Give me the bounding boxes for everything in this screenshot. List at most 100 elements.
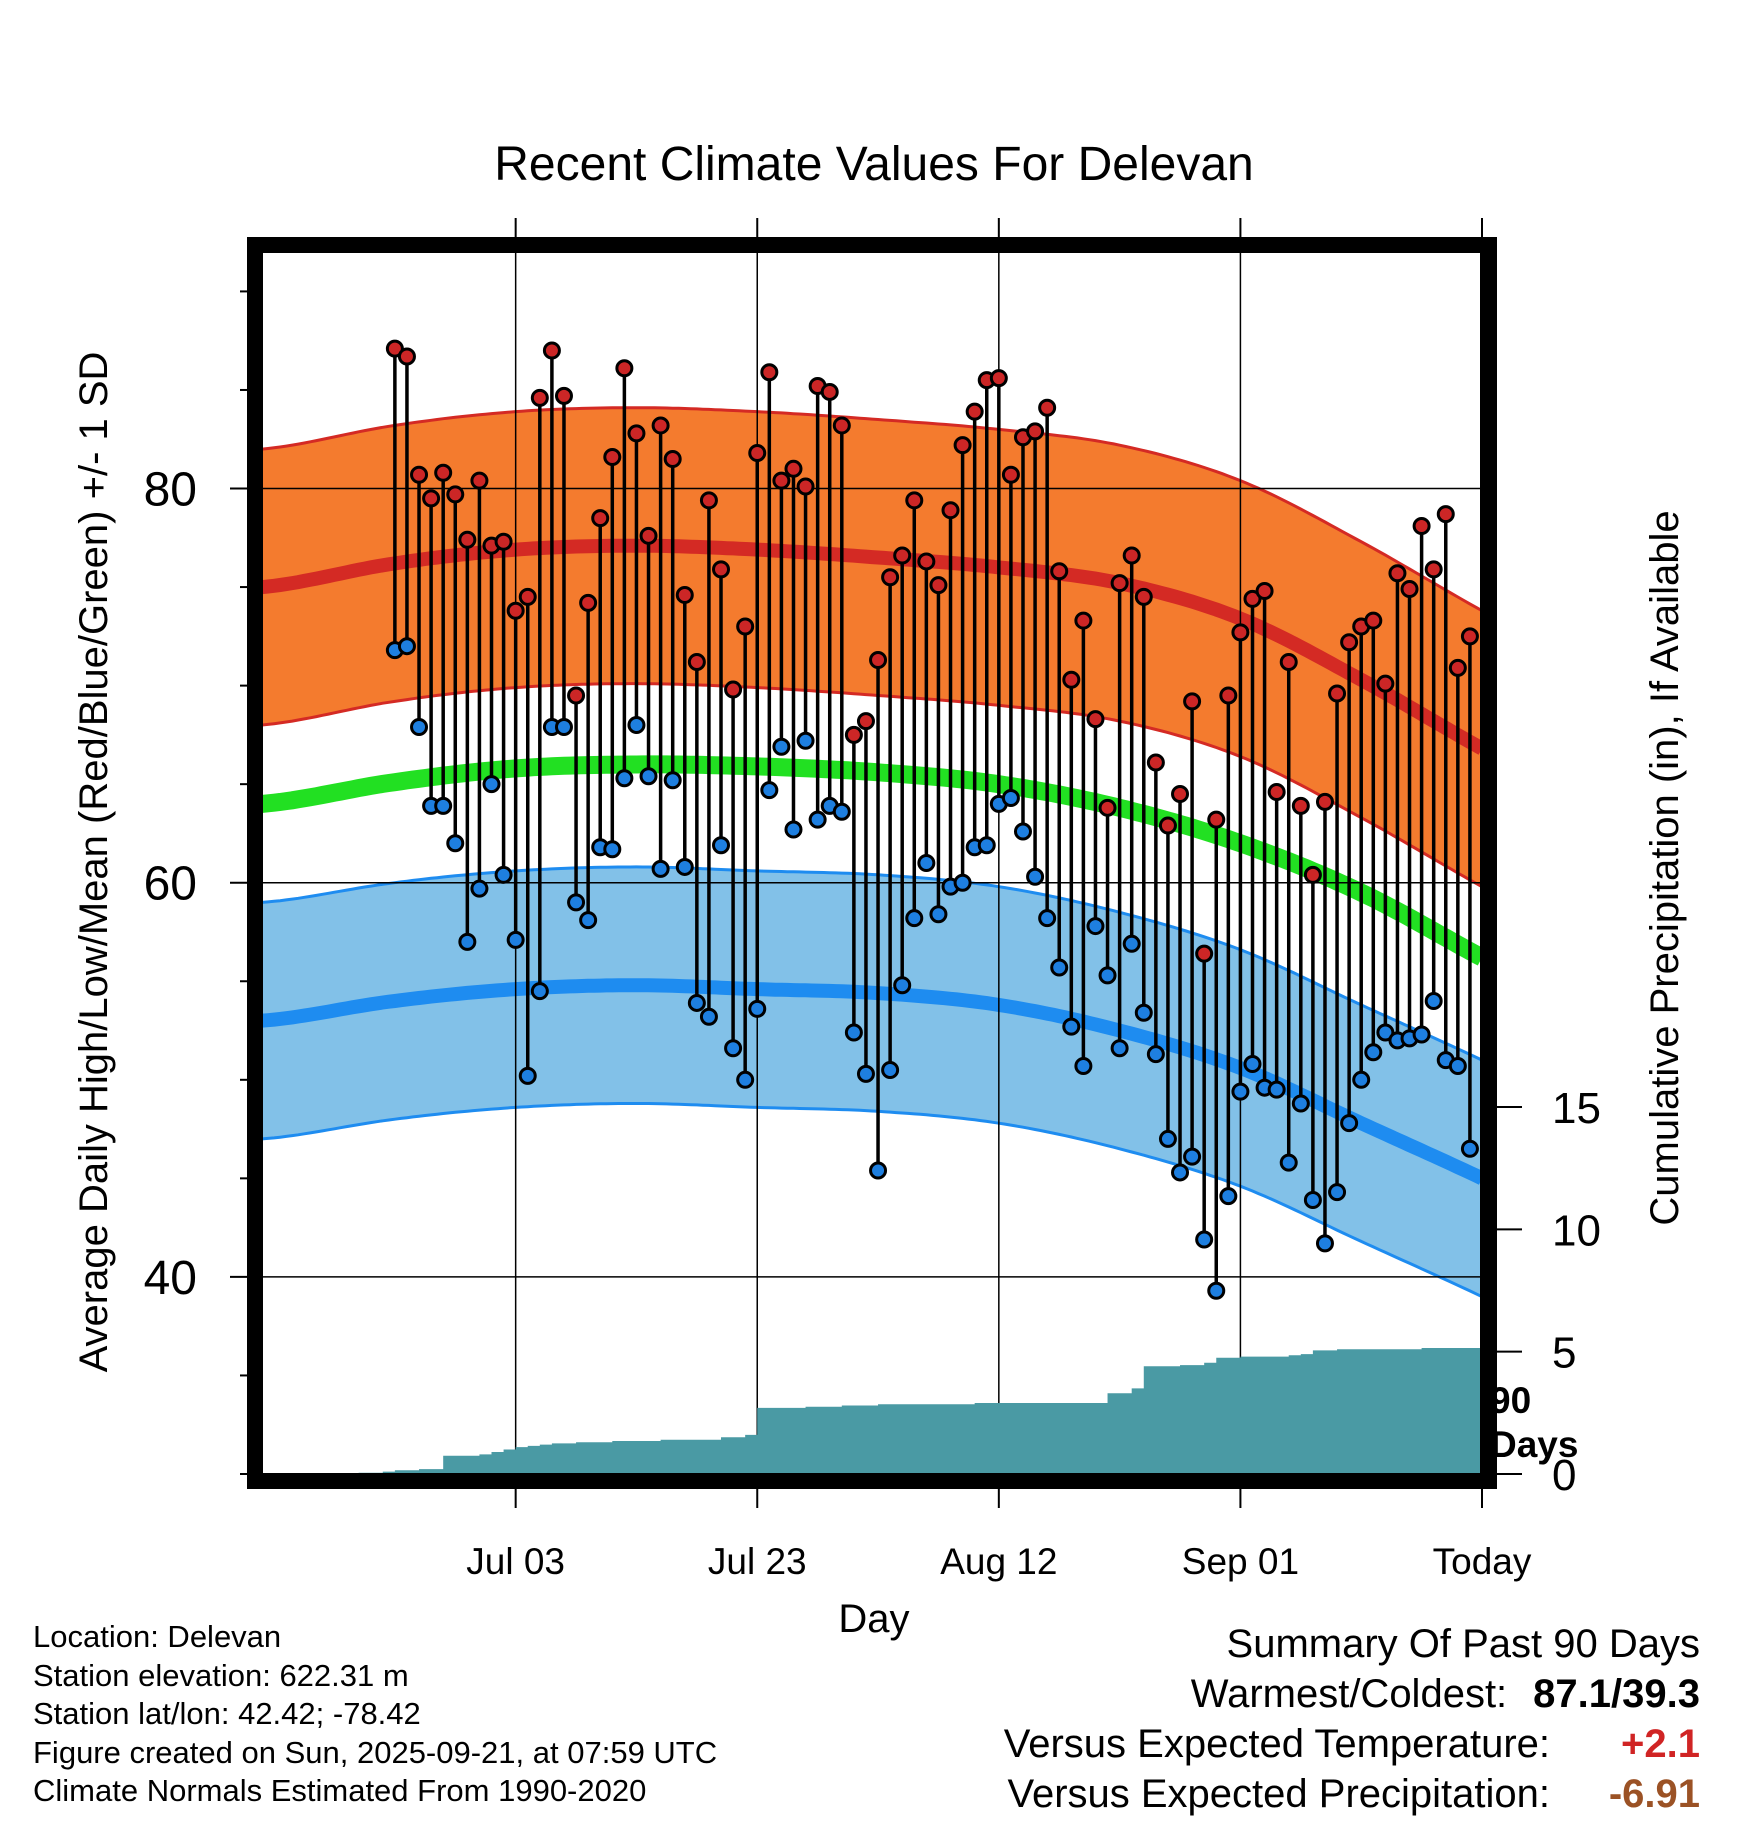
low-point-day-80 — [1352, 1070, 1371, 1089]
low-point-day-41 — [881, 1060, 900, 1079]
high-point-day-19 — [615, 359, 634, 378]
low-point-day-74 — [1279, 1153, 1298, 1172]
summary-panel: Summary Of Past 90 Days Warmest/Coldest:… — [1004, 1619, 1700, 1819]
y-axis-label: Average Daily High/Low/Mean (Red/Blue/Gr… — [72, 352, 116, 1373]
low-point-day-88 — [1448, 1057, 1467, 1076]
normal-bands — [262, 406, 1482, 1298]
high-point-day-0 — [385, 339, 404, 358]
temperature-anomaly-row: Versus Expected Temperature: +2.1 — [1004, 1719, 1700, 1769]
high-point-day-65 — [1171, 785, 1190, 804]
low-point-day-89 — [1460, 1139, 1479, 1158]
high-point-day-6 — [458, 530, 477, 549]
high-point-day-36 — [820, 382, 839, 401]
high-point-day-62 — [1134, 587, 1153, 606]
high-point-day-50 — [989, 369, 1008, 388]
low-point-day-4 — [434, 796, 453, 815]
high-point-day-87 — [1436, 505, 1455, 524]
low-point-day-11 — [518, 1066, 537, 1085]
low-point-day-19 — [615, 769, 634, 788]
low-point-day-18 — [603, 840, 622, 859]
high-point-day-21 — [639, 526, 658, 545]
low-point-day-35 — [808, 810, 827, 829]
station-info: Location: Delevan Station elevation: 622… — [33, 1618, 717, 1811]
low-point-day-9 — [494, 865, 513, 884]
high-point-day-3 — [422, 489, 441, 508]
low-point-day-78 — [1328, 1183, 1347, 1202]
daily-range-bars — [393, 348, 1472, 1291]
elevation-text: Station elevation: 622.31 m — [33, 1657, 409, 1693]
low-point-day-49 — [977, 836, 996, 855]
high-point-day-2 — [410, 465, 429, 484]
high-point-day-17 — [591, 509, 610, 528]
high-point-day-55 — [1050, 562, 1069, 581]
low-point-day-65 — [1171, 1163, 1190, 1182]
low-point-day-33 — [784, 820, 803, 839]
low-point-day-70 — [1231, 1082, 1250, 1101]
precipitation-anomaly-label: Versus Expected Precipitation: — [1007, 1772, 1550, 1816]
high-point-day-32 — [772, 471, 791, 490]
low-point-day-16 — [579, 911, 598, 930]
high-point-day-9 — [494, 532, 513, 551]
high-point-day-14 — [554, 386, 573, 405]
high-point-day-10 — [506, 601, 525, 620]
high-point-day-24 — [675, 585, 694, 604]
precipitation-area — [262, 1348, 1482, 1474]
high-point-day-72 — [1255, 582, 1274, 601]
high-point-day-43 — [905, 491, 924, 510]
low-point-day-57 — [1074, 1057, 1093, 1076]
low-point-day-51 — [1001, 788, 1020, 807]
low-band-lower-edge — [262, 1102, 1482, 1298]
low-point-day-6 — [458, 932, 477, 951]
high-point-day-86 — [1424, 560, 1443, 579]
high-point-day-60 — [1110, 574, 1129, 593]
y2-axis-label: Cumulative Precipitation (in), If Availa… — [1643, 510, 1687, 1225]
high-point-day-58 — [1086, 710, 1105, 729]
precipitation-anomaly-value: -6.91 — [1608, 1772, 1700, 1816]
high-point-day-81 — [1364, 611, 1383, 630]
low-point-day-58 — [1086, 917, 1105, 936]
high-point-day-1 — [397, 347, 416, 366]
low-point-day-54 — [1038, 909, 1057, 928]
high-point-day-74 — [1279, 652, 1298, 671]
high-point-day-77 — [1315, 792, 1334, 811]
high-point-day-23 — [663, 449, 682, 468]
high-point-day-26 — [699, 491, 718, 510]
axes: Jul 03 Jul 23 Aug 12 Sep 01 Today 40 60 80 0 5 10 1… — [144, 218, 1601, 1582]
low-band-upper-edge — [262, 865, 1482, 1062]
low-point-day-61 — [1122, 934, 1141, 953]
low-point-day-12 — [530, 982, 549, 1001]
high-point-day-39 — [856, 712, 875, 731]
high-point-day-29 — [736, 617, 755, 636]
high-point-day-75 — [1291, 796, 1310, 815]
temperature-anomaly-value: +2.1 — [1621, 1722, 1700, 1766]
low-point-day-81 — [1364, 1043, 1383, 1062]
high-point-day-53 — [1026, 422, 1045, 441]
y2-tick-label: 10 — [1552, 1206, 1601, 1255]
low-point-day-38 — [844, 1023, 863, 1042]
low-point-day-79 — [1340, 1114, 1359, 1133]
y2-tick-label: 15 — [1552, 1084, 1601, 1133]
chart-title: Recent Climate Values For Delevan — [494, 138, 1253, 191]
low-point-day-22 — [651, 859, 670, 878]
low-point-day-40 — [869, 1161, 888, 1180]
low-point-day-59 — [1098, 966, 1117, 985]
high-point-day-15 — [567, 686, 586, 705]
plot-border — [247, 237, 1497, 1489]
x-tick-label: Jul 03 — [466, 1541, 565, 1582]
low-point-day-26 — [699, 1007, 718, 1026]
low-point-day-55 — [1050, 958, 1069, 977]
warmest-coldest-value: 87.1/39.3 — [1533, 1672, 1700, 1716]
low-point-day-86 — [1424, 991, 1443, 1010]
high-point-day-76 — [1303, 865, 1322, 884]
low-point-day-68 — [1207, 1281, 1226, 1300]
plot-frame — [247, 237, 1497, 1489]
high-point-day-83 — [1388, 564, 1407, 583]
high-point-day-69 — [1219, 686, 1238, 705]
low-point-day-76 — [1303, 1191, 1322, 1210]
low-point-day-82 — [1376, 1023, 1395, 1042]
high-point-day-79 — [1340, 633, 1359, 652]
high-point-day-89 — [1460, 627, 1479, 646]
low-point-day-32 — [772, 737, 791, 756]
x-tick-label: Jul 23 — [708, 1541, 807, 1582]
